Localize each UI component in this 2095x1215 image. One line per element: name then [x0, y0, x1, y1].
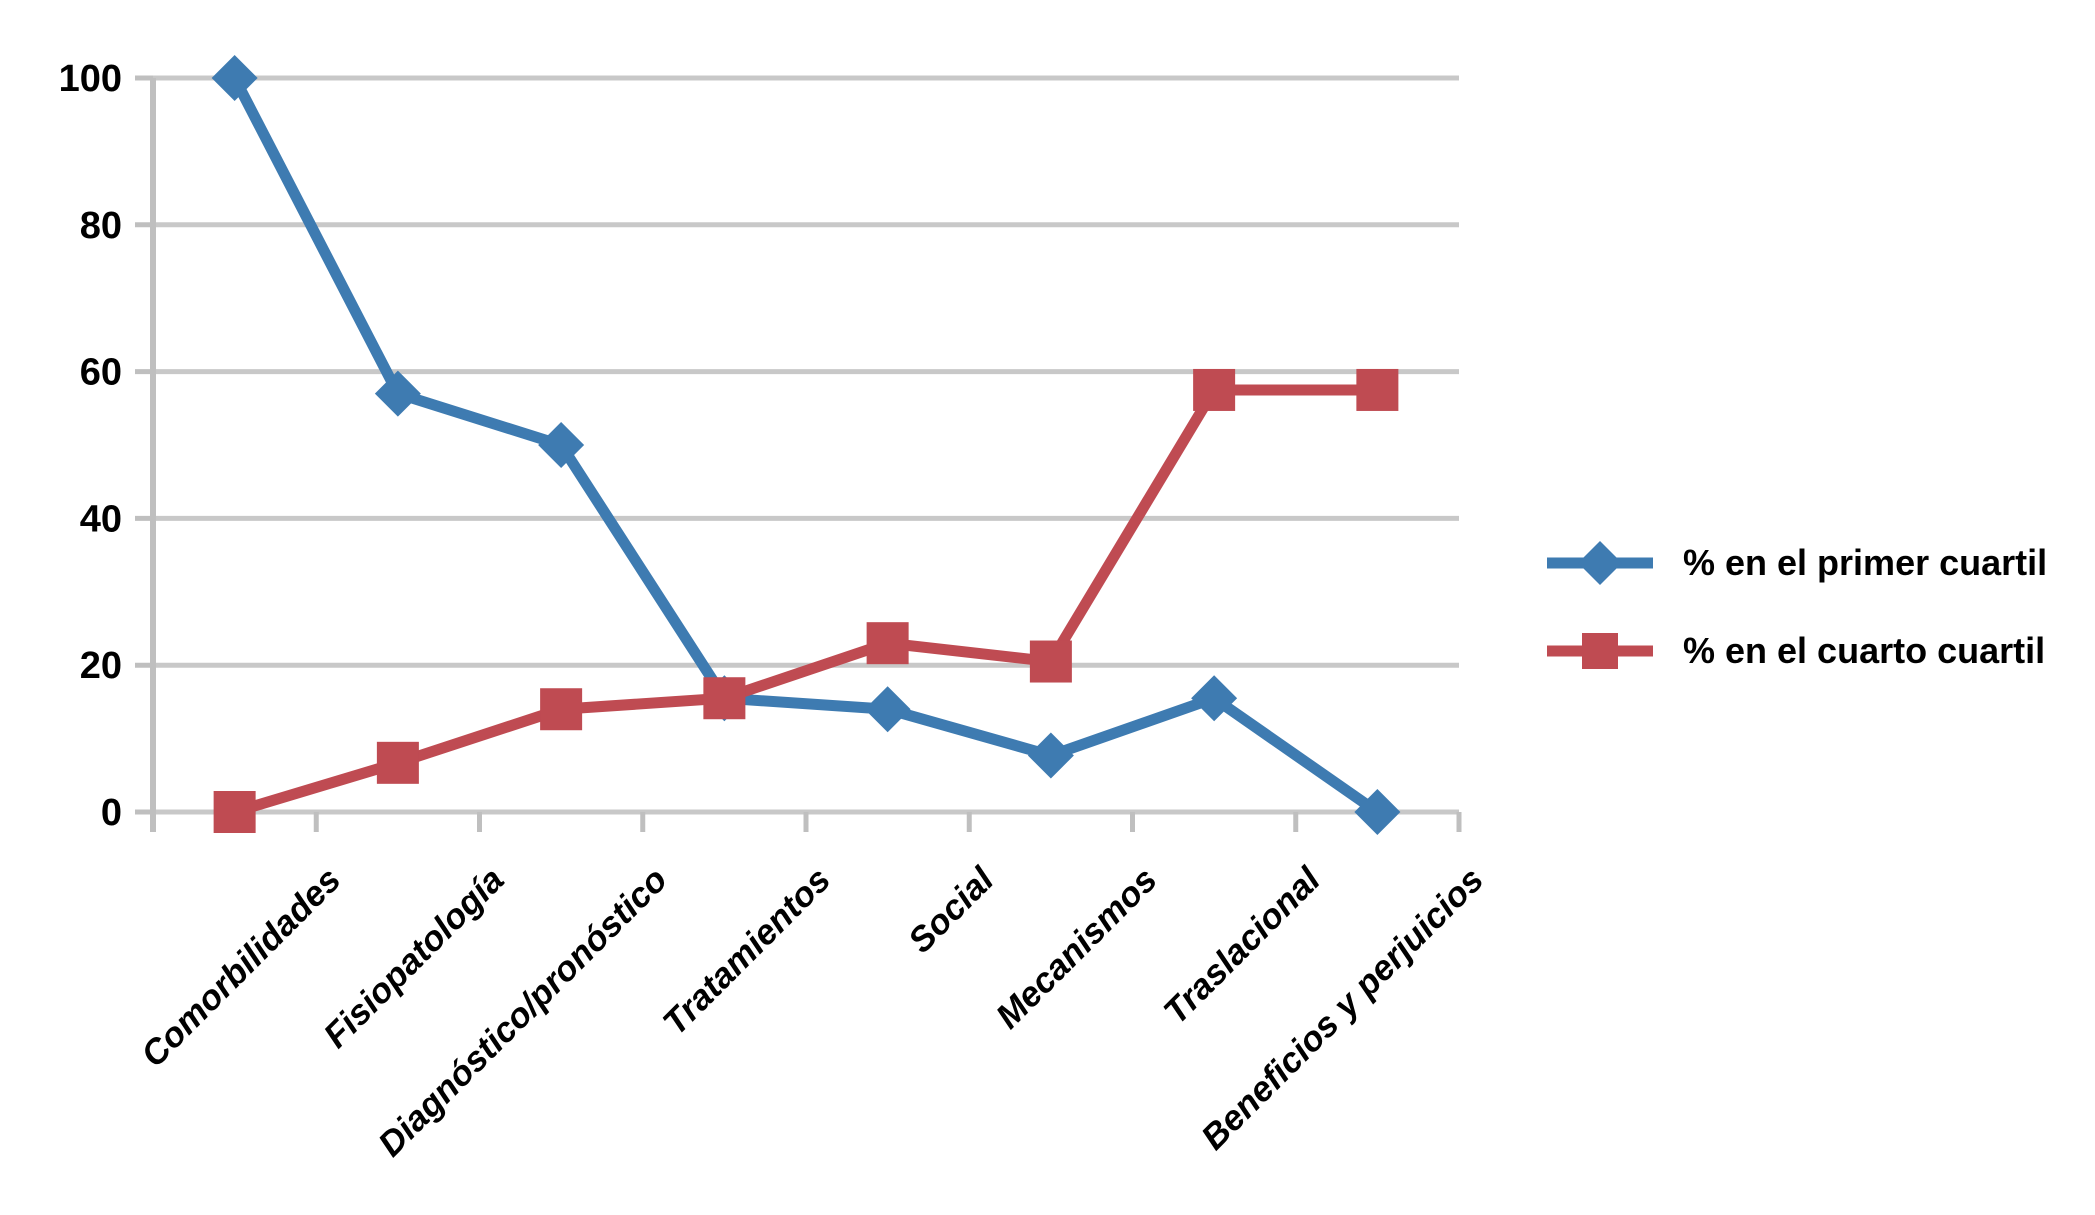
data-point-marker	[540, 688, 583, 731]
series-line-cuarto-cuartil	[233, 384, 1378, 818]
x-axis-category-label: Beneficios y perjuicios	[1194, 860, 1491, 1157]
data-point-marker	[211, 55, 258, 101]
data-point-marker	[864, 686, 911, 733]
data-point-marker	[376, 741, 419, 784]
legend-marker-square-icon	[1547, 633, 1653, 669]
x-axis-category-label: Comorbilidades	[134, 860, 349, 1075]
legend-label: % en el primer cuartil	[1683, 542, 2048, 583]
data-point-marker	[1027, 732, 1074, 779]
data-point-marker	[538, 422, 585, 468]
x-axis-category-label: Tratamientos	[655, 860, 838, 1043]
y-axis-tick-label: 60	[80, 352, 122, 394]
x-axis-category-label: Mecanismos	[988, 860, 1164, 1036]
x-axis-category-label: Social	[901, 859, 1002, 960]
data-point-marker	[1191, 675, 1238, 722]
data-point-marker	[1356, 368, 1399, 411]
legend-item-primer-cuartil: % en el primer cuartil	[1545, 540, 2047, 586]
y-axis-tick-label: 0	[101, 792, 122, 834]
data-point-marker	[703, 677, 746, 720]
y-axis-tick-label: 40	[80, 498, 122, 540]
data-point-marker	[213, 791, 256, 833]
y-axis-tick-label: 80	[80, 205, 122, 247]
series-line-primer-cuartil	[229, 75, 1381, 817]
legend-item-cuarto-cuartil: % en el cuarto cuartil	[1545, 628, 2047, 674]
legend-marker-diamond-icon	[1547, 541, 1653, 585]
data-point-marker	[1354, 789, 1401, 835]
y-axis-tick-label: 20	[80, 645, 122, 687]
y-axis-tick-label: 100	[59, 58, 122, 100]
data-point-marker	[1029, 640, 1072, 683]
data-point-marker	[866, 622, 909, 665]
x-axis-category-label: Diagnóstico/pronóstico	[371, 860, 675, 1164]
data-point-marker	[374, 370, 421, 417]
data-point-marker	[1193, 368, 1236, 411]
x-axis-category-label: Traslacional	[1156, 859, 1328, 1031]
legend-label: % en el cuarto cuartil	[1683, 630, 2046, 671]
legend: % en el primer cuartil % en el cuarto cu…	[1545, 540, 2047, 674]
